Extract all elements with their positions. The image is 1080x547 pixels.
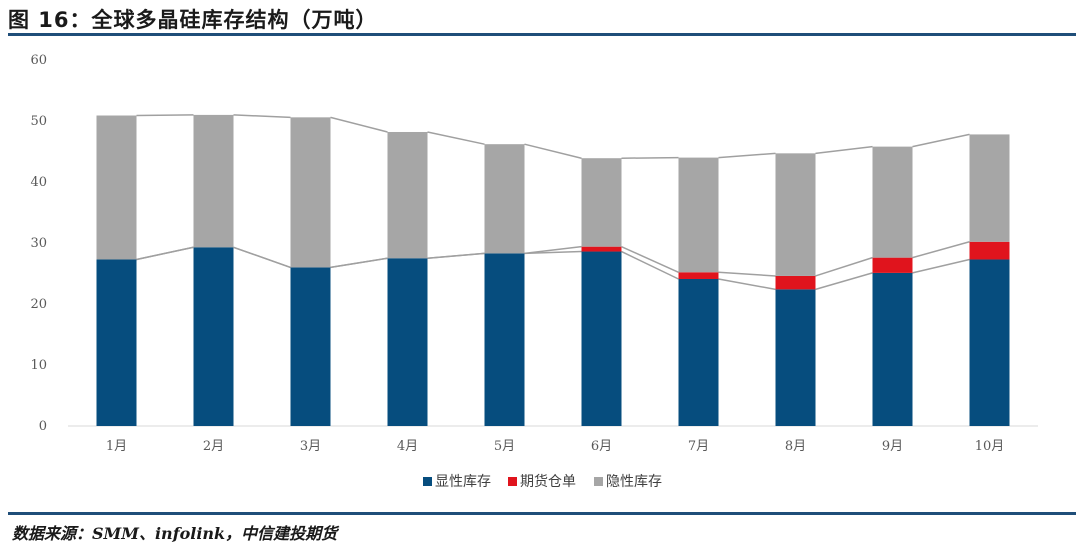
source-note: 数据来源：SMM、infolink，中信建投期货	[12, 524, 338, 543]
series-line	[815, 256, 873, 277]
legend-swatch	[423, 477, 432, 486]
bar-segment-2-10月	[969, 241, 1010, 260]
bar-segment-3-1月	[96, 115, 137, 260]
bar-segment-3-5月	[484, 144, 525, 254]
y-tick-label: 60	[30, 53, 47, 68]
bar-segment-3-2月	[193, 114, 234, 248]
series-line	[233, 114, 291, 119]
chart-title: 图 16：全球多晶硅库存结构（万吨）	[8, 8, 378, 32]
series-line	[718, 278, 776, 291]
series-line	[815, 145, 873, 155]
bar-segment-1-7月	[678, 278, 719, 426]
x-tick-label: 10月	[975, 439, 1005, 454]
bar-segment-1-4月	[387, 258, 428, 426]
x-tick-label: 6月	[591, 439, 612, 454]
series-line	[233, 246, 291, 269]
bar-segment-3-10月	[969, 134, 1010, 242]
x-tick-label: 9月	[882, 439, 903, 454]
bar-segment-1-6月	[581, 251, 622, 426]
series-line	[621, 156, 679, 159]
x-tick-label: 3月	[300, 439, 321, 454]
legend-swatch	[508, 477, 517, 486]
y-tick-label: 50	[30, 114, 47, 129]
bar-segment-1-3月	[290, 267, 331, 426]
series-line	[718, 271, 776, 277]
legend-label: 期货仓单	[520, 473, 576, 490]
bar-segment-1-9月	[872, 272, 913, 426]
series-line	[718, 152, 776, 159]
series-line	[330, 116, 388, 133]
y-tick-label: 30	[30, 236, 47, 251]
bar-segment-3-9月	[872, 146, 913, 258]
y-tick-label: 40	[30, 175, 47, 190]
series-line	[621, 245, 679, 273]
x-tick-label: 1月	[106, 439, 127, 454]
y-tick-label: 0	[39, 419, 47, 434]
series-line	[330, 257, 388, 269]
bar-segment-2-9月	[872, 257, 913, 273]
bar-segment-1-5月	[484, 253, 525, 426]
series-line	[912, 241, 970, 259]
series-line	[912, 258, 970, 274]
legend-label: 显性库存	[435, 474, 491, 490]
legend-label: 隐性库存	[606, 474, 662, 490]
series-line	[524, 245, 582, 255]
footer-divider	[8, 512, 1076, 515]
x-tick-label: 8月	[785, 439, 806, 454]
bar-segment-2-6月	[581, 246, 622, 252]
legend-swatch	[594, 477, 603, 486]
x-tick-label: 4月	[397, 439, 418, 454]
series-line	[815, 272, 873, 291]
x-tick-label: 5月	[494, 439, 515, 454]
series-line	[427, 131, 485, 145]
x-tick-label: 7月	[688, 439, 709, 454]
bar-segment-2-8月	[775, 275, 816, 290]
series-line	[524, 143, 582, 159]
title-divider	[8, 33, 1076, 36]
series-line	[524, 250, 582, 255]
series-line	[912, 133, 970, 148]
bar-segment-3-4月	[387, 131, 428, 259]
y-tick-label: 10	[30, 358, 47, 373]
series-line	[427, 252, 485, 259]
bar-segment-3-6月	[581, 158, 622, 247]
bar-segment-2-7月	[678, 272, 719, 279]
bar-segment-3-8月	[775, 153, 816, 276]
bar-segment-3-3月	[290, 117, 331, 268]
bar-segment-3-7月	[678, 157, 719, 273]
series-line	[136, 246, 194, 261]
series-line	[621, 250, 679, 280]
bar-segment-1-2月	[193, 247, 234, 426]
y-tick-label: 20	[30, 297, 47, 312]
bar-segment-1-1月	[96, 259, 137, 426]
bar-segment-1-8月	[775, 289, 816, 426]
series-line	[136, 114, 194, 117]
bar-segment-1-10月	[969, 259, 1010, 426]
x-tick-label: 2月	[203, 439, 224, 454]
